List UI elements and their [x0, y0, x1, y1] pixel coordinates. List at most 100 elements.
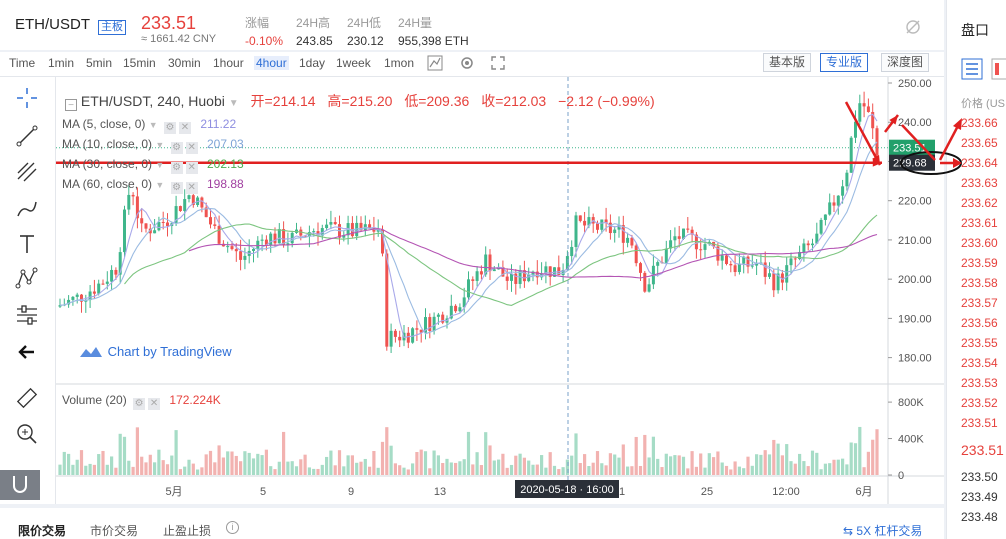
- volume-bar: [591, 462, 595, 475]
- candle-body: [578, 215, 582, 221]
- info-icon[interactable]: i: [226, 521, 239, 534]
- timeframe-5min[interactable]: 5min: [86, 56, 113, 70]
- ask-price-row[interactable]: 233.53: [961, 376, 998, 390]
- dropdown-chevron-icon[interactable]: ▼: [155, 160, 165, 170]
- time-tick-label: 1: [619, 486, 625, 498]
- bid-price-row[interactable]: 233.48: [961, 510, 998, 524]
- fibonacci-icon[interactable]: [14, 159, 40, 185]
- dropdown-chevron-icon[interactable]: ▼: [228, 98, 239, 109]
- view-depth-button[interactable]: 深度图: [881, 53, 930, 72]
- ask-price-row[interactable]: 233.56: [961, 316, 998, 330]
- pair-name[interactable]: ETH/USDT: [15, 16, 90, 33]
- trade-tabs-bar: 限价交易 市价交易 止盈止损 i ⇆ 5X 杠杆交易: [0, 508, 944, 539]
- candle-body: [858, 103, 862, 122]
- ask-price-row[interactable]: 233.65: [961, 136, 998, 150]
- ask-price-row[interactable]: 233.63: [961, 176, 998, 190]
- volume-bar: [312, 468, 316, 475]
- tab-market-order[interactable]: 市价交易: [90, 524, 139, 538]
- timeframe-1day[interactable]: 1day: [299, 56, 326, 70]
- ma-legend-row: MA (5, close, 0) ▼ ⚙ ✕ 211.22: [62, 117, 236, 134]
- price-tick-label: 210.00: [898, 235, 932, 247]
- view-pro-button[interactable]: 专业版: [820, 53, 869, 72]
- measure-icon[interactable]: [14, 302, 40, 328]
- ask-price-row[interactable]: 233.54: [961, 356, 998, 370]
- last-price: 233.51: [141, 13, 197, 33]
- text-tool-icon[interactable]: [14, 231, 40, 257]
- candle-body: [174, 206, 178, 224]
- dropdown-chevron-icon[interactable]: ▼: [155, 180, 165, 190]
- settings-gear-icon[interactable]: ⚙: [163, 122, 176, 134]
- settings-gear-icon[interactable]: ⚙: [170, 182, 183, 194]
- candle-body: [153, 230, 157, 234]
- volume-bar: [368, 466, 372, 475]
- candle-body: [557, 267, 561, 275]
- ma-label: MA (60, close, 0): [62, 177, 153, 191]
- view-basic-button[interactable]: 基本版: [763, 53, 812, 72]
- candle-body: [411, 328, 415, 343]
- ask-price-row[interactable]: 233.57: [961, 296, 998, 310]
- tab-limit-order[interactable]: 限价交易: [18, 524, 67, 538]
- back-arrow-icon[interactable]: [14, 339, 40, 365]
- leverage-link[interactable]: ⇆ 5X 杠杆交易: [843, 522, 922, 539]
- close-icon[interactable]: ✕: [185, 162, 198, 174]
- settings-gear-icon[interactable]: ⚙: [133, 398, 146, 410]
- volume-bar: [251, 458, 256, 475]
- indicator-icon[interactable]: [425, 53, 445, 73]
- trend-line-icon[interactable]: [14, 123, 40, 149]
- book-asks-icon[interactable]: [991, 58, 1006, 80]
- ask-price-row[interactable]: 233.64: [961, 156, 998, 170]
- candle-body: [626, 237, 630, 243]
- timeframe-15min[interactable]: 15min: [123, 56, 156, 70]
- close-icon[interactable]: ✕: [185, 182, 198, 194]
- ask-price-row[interactable]: 233.62: [961, 196, 998, 210]
- candle-body: [398, 336, 402, 341]
- settings-gear-icon[interactable]: ⚙: [170, 142, 183, 154]
- ask-price-row[interactable]: 233.59: [961, 256, 998, 270]
- ask-price-row[interactable]: 233.61: [961, 216, 998, 230]
- ruler-icon[interactable]: [14, 385, 40, 411]
- cursor-time-tag: [515, 480, 619, 498]
- tab-stop-order[interactable]: 止盈止损: [163, 524, 212, 538]
- ask-price-row[interactable]: 233.55: [961, 336, 998, 350]
- timeframe-4hour[interactable]: 4hour: [254, 56, 289, 70]
- settings-gear-icon[interactable]: ⚙: [170, 162, 183, 174]
- close-icon[interactable]: ✕: [185, 142, 198, 154]
- timeframe-1mon[interactable]: 1mon: [384, 56, 415, 70]
- ask-price-row[interactable]: 233.52: [961, 396, 998, 410]
- volume-bar: [699, 453, 703, 475]
- ask-price-row[interactable]: 233.51: [961, 416, 998, 430]
- close-icon[interactable]: ✕: [148, 398, 161, 410]
- ma-value: 207.03: [207, 137, 244, 151]
- magnet-icon[interactable]: [0, 470, 40, 500]
- timeframe-30min[interactable]: 30min: [168, 56, 201, 70]
- close-icon[interactable]: ✕: [178, 122, 191, 134]
- chart-area[interactable]: 250.00240.00230.00220.00210.00200.00190.…: [56, 77, 944, 504]
- volume-bar: [256, 453, 260, 475]
- stat-label: 24H低: [347, 16, 382, 30]
- timeframe-time[interactable]: Time: [9, 56, 36, 70]
- bid-price-row[interactable]: 233.49: [961, 490, 998, 504]
- collapse-icon[interactable]: −: [65, 99, 77, 111]
- timeframe-1week[interactable]: 1week: [336, 56, 371, 70]
- volume-bar: [492, 460, 496, 475]
- settings-gear-icon[interactable]: [457, 53, 477, 73]
- dropdown-chevron-icon[interactable]: ▼: [155, 140, 165, 150]
- ask-price-row[interactable]: 233.58: [961, 276, 998, 290]
- volume-bar: [376, 467, 380, 475]
- candle-body: [368, 224, 372, 228]
- tradingview-watermark[interactable]: Chart by TradingView: [78, 343, 232, 359]
- hide-eye-icon[interactable]: [904, 18, 922, 36]
- bid-price-row[interactable]: 233.50: [961, 470, 998, 484]
- book-both-icon[interactable]: [961, 58, 983, 80]
- timeframe-1min[interactable]: 1min: [48, 56, 75, 70]
- dropdown-chevron-icon[interactable]: ▼: [148, 120, 158, 130]
- pattern-icon[interactable]: [14, 266, 40, 292]
- crosshair-icon[interactable]: [14, 85, 40, 111]
- ask-price-row[interactable]: 233.60: [961, 236, 998, 250]
- timeframe-1hour[interactable]: 1hour: [213, 56, 244, 70]
- fullscreen-icon[interactable]: [488, 53, 508, 73]
- ask-price-row[interactable]: 233.66: [961, 116, 998, 130]
- brush-icon[interactable]: [14, 196, 40, 222]
- zoom-in-icon[interactable]: [14, 421, 40, 447]
- volume-bar: [71, 464, 75, 475]
